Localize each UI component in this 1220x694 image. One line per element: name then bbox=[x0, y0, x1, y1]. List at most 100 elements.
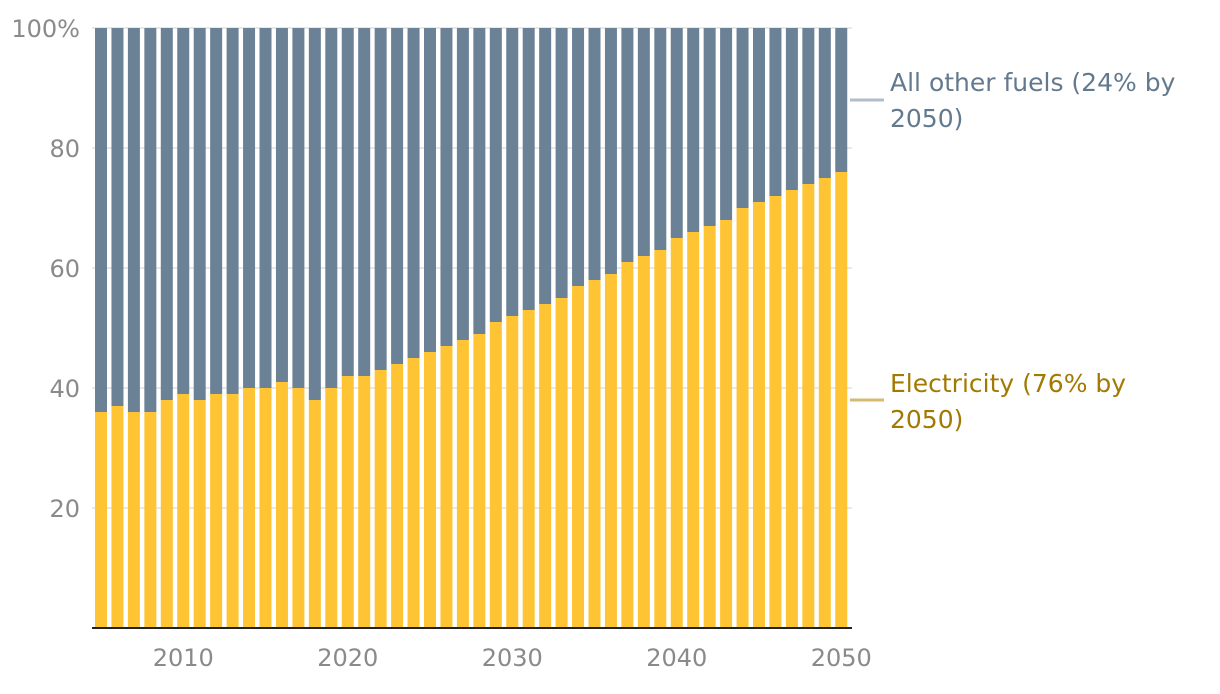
bar-all-other-fuels-2008 bbox=[144, 28, 157, 412]
y-tick-label-40: 40 bbox=[49, 375, 80, 403]
bar-all-other-fuels-2025 bbox=[424, 28, 436, 352]
bar-all-other-fuels-2015 bbox=[259, 28, 272, 388]
bar-electricity-2020 bbox=[341, 376, 354, 628]
bar-electricity-2030 bbox=[506, 316, 519, 628]
bar-electricity-2029 bbox=[489, 322, 502, 628]
bar-electricity-2018 bbox=[308, 400, 321, 628]
bar-electricity-2026 bbox=[440, 346, 453, 628]
bar-electricity-2005 bbox=[95, 412, 107, 628]
y-tick-label-100: 100% bbox=[11, 15, 80, 43]
bar-electricity-2011 bbox=[193, 400, 206, 628]
bar-all-other-fuels-2040 bbox=[670, 28, 683, 238]
bar-electricity-2032 bbox=[539, 304, 552, 628]
bar-electricity-2037 bbox=[621, 262, 634, 628]
bar-all-other-fuels-2042 bbox=[703, 28, 716, 226]
bar-electricity-2007 bbox=[127, 412, 140, 628]
bar-all-other-fuels-2012 bbox=[210, 28, 223, 394]
bar-all-other-fuels-2006 bbox=[111, 28, 124, 406]
bar-all-other-fuels-2009 bbox=[160, 28, 173, 400]
bar-electricity-2015 bbox=[259, 388, 272, 628]
bar-all-other-fuels-2045 bbox=[753, 28, 765, 202]
bar-electricity-2045 bbox=[753, 202, 765, 628]
x-tick-label-2020: 2020 bbox=[317, 644, 378, 672]
bar-electricity-2012 bbox=[210, 394, 223, 628]
bar-electricity-2027 bbox=[456, 340, 469, 628]
bar-all-other-fuels-2041 bbox=[687, 28, 700, 232]
bar-electricity-2022 bbox=[374, 370, 387, 628]
bar-electricity-2035 bbox=[588, 280, 601, 628]
bar-all-other-fuels-2049 bbox=[818, 28, 831, 178]
bar-all-other-fuels-2038 bbox=[637, 28, 650, 256]
bar-electricity-2008 bbox=[144, 412, 157, 628]
bar-electricity-2009 bbox=[160, 400, 173, 628]
bar-all-other-fuels-2010 bbox=[177, 28, 190, 394]
bar-electricity-2038 bbox=[637, 256, 650, 628]
bar-all-other-fuels-2019 bbox=[325, 28, 338, 388]
y-tick-label-60: 60 bbox=[49, 255, 80, 283]
bar-electricity-2013 bbox=[226, 394, 239, 628]
y-tick-label-80: 80 bbox=[49, 135, 80, 163]
y-axis-tick-labels: 20 40 60 80 100% bbox=[11, 15, 80, 523]
bar-all-other-fuels-2013 bbox=[226, 28, 239, 394]
bar-all-other-fuels-2031 bbox=[522, 28, 535, 310]
bar-all-other-fuels-2014 bbox=[243, 28, 256, 388]
bars bbox=[95, 28, 848, 628]
x-tick-label-2050: 2050 bbox=[811, 644, 872, 672]
bar-all-other-fuels-2046 bbox=[769, 28, 782, 196]
bar-electricity-2034 bbox=[572, 286, 585, 628]
x-tick-label-2030: 2030 bbox=[482, 644, 543, 672]
bar-electricity-2021 bbox=[358, 376, 371, 628]
bar-all-other-fuels-2026 bbox=[440, 28, 453, 346]
bar-electricity-2049 bbox=[818, 178, 831, 628]
bar-all-other-fuels-2043 bbox=[720, 28, 733, 220]
bar-all-other-fuels-2050 bbox=[835, 28, 848, 172]
bar-electricity-2041 bbox=[687, 232, 700, 628]
bar-all-other-fuels-2016 bbox=[275, 28, 288, 382]
bar-all-other-fuels-2047 bbox=[785, 28, 798, 190]
bar-all-other-fuels-2034 bbox=[572, 28, 585, 286]
bar-all-other-fuels-2017 bbox=[292, 28, 305, 388]
bar-all-other-fuels-2020 bbox=[341, 28, 354, 376]
bar-all-other-fuels-2024 bbox=[407, 28, 420, 358]
bar-all-other-fuels-2022 bbox=[374, 28, 387, 370]
bar-all-other-fuels-2023 bbox=[391, 28, 404, 364]
bar-all-other-fuels-2027 bbox=[456, 28, 469, 340]
bar-all-other-fuels-2028 bbox=[473, 28, 486, 334]
y-tick-label-20: 20 bbox=[49, 495, 80, 523]
bar-electricity-2033 bbox=[555, 298, 568, 628]
bar-all-other-fuels-2011 bbox=[193, 28, 206, 400]
bar-all-other-fuels-2033 bbox=[555, 28, 568, 298]
bar-electricity-2047 bbox=[785, 190, 798, 628]
bar-all-other-fuels-2036 bbox=[604, 28, 617, 274]
x-tick-label-2010: 2010 bbox=[153, 644, 214, 672]
legend-label-electricity: Electricity (76% by 2050) bbox=[890, 369, 1126, 434]
bar-electricity-2025 bbox=[424, 352, 436, 628]
bar-all-other-fuels-2048 bbox=[802, 28, 815, 184]
bar-all-other-fuels-2021 bbox=[358, 28, 371, 376]
bar-electricity-2048 bbox=[802, 184, 815, 628]
bar-electricity-2019 bbox=[325, 388, 338, 628]
bar-electricity-2036 bbox=[604, 274, 617, 628]
bar-electricity-2006 bbox=[111, 406, 124, 628]
legend-label-all-other-fuels: All other fuels (24% by 2050) bbox=[890, 68, 1176, 133]
bar-all-other-fuels-2035 bbox=[588, 28, 601, 280]
bar-electricity-2043 bbox=[720, 220, 733, 628]
bar-all-other-fuels-2039 bbox=[654, 28, 667, 250]
bar-electricity-2014 bbox=[243, 388, 256, 628]
bar-electricity-2046 bbox=[769, 196, 782, 628]
bar-electricity-2023 bbox=[391, 364, 404, 628]
bar-electricity-2016 bbox=[275, 382, 288, 628]
bar-electricity-2044 bbox=[736, 208, 749, 628]
bar-electricity-2017 bbox=[292, 388, 305, 628]
bar-electricity-2042 bbox=[703, 226, 716, 628]
bar-electricity-2028 bbox=[473, 334, 486, 628]
bar-all-other-fuels-2005 bbox=[95, 28, 107, 412]
bar-all-other-fuels-2030 bbox=[506, 28, 519, 316]
legend: All other fuels (24% by 2050) Electricity … bbox=[850, 68, 1176, 434]
bar-electricity-2031 bbox=[522, 310, 535, 628]
bar-electricity-2050 bbox=[835, 172, 848, 628]
bar-electricity-2040 bbox=[670, 238, 683, 628]
x-tick-label-2040: 2040 bbox=[646, 644, 707, 672]
bar-electricity-2010 bbox=[177, 394, 190, 628]
